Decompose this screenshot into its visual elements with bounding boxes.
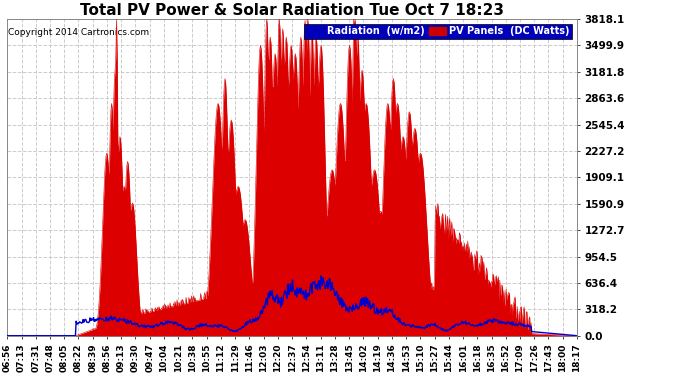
Text: Copyright 2014 Cartronics.com: Copyright 2014 Cartronics.com xyxy=(8,28,150,38)
Legend: Radiation  (w/m2), PV Panels  (DC Watts): Radiation (w/m2), PV Panels (DC Watts) xyxy=(304,24,572,39)
Title: Total PV Power & Solar Radiation Tue Oct 7 18:23: Total PV Power & Solar Radiation Tue Oct… xyxy=(80,3,504,18)
